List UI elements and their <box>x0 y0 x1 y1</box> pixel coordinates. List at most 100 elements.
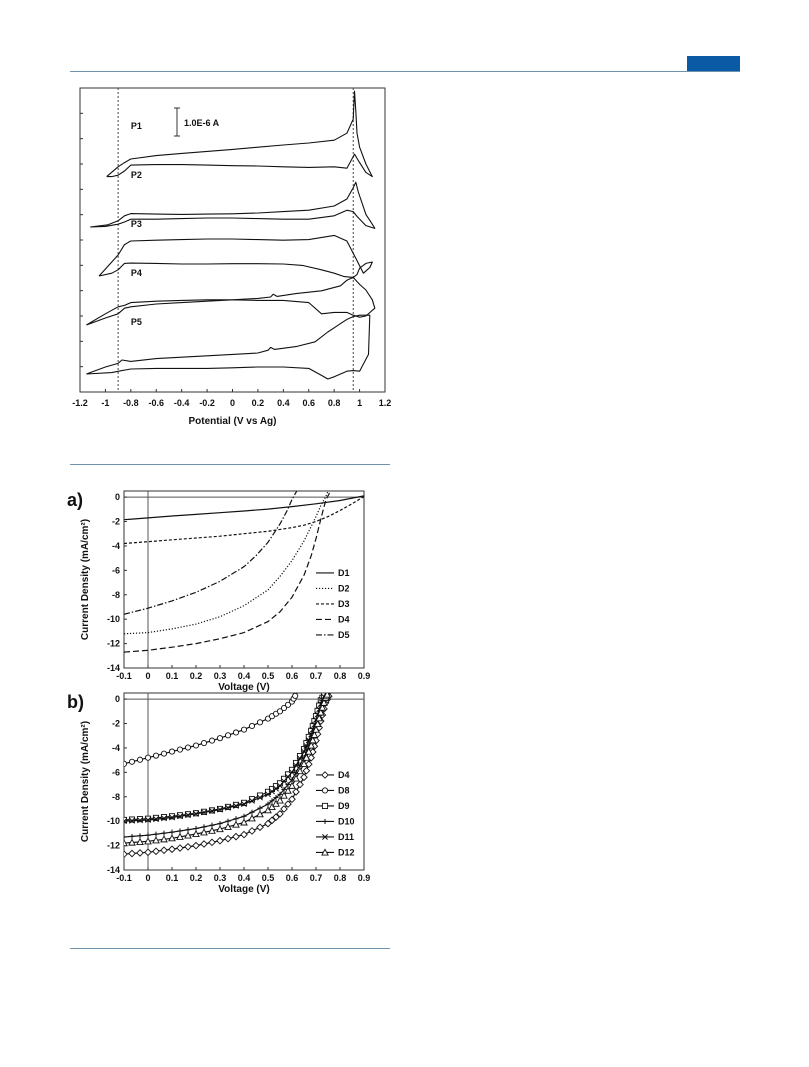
jv-b-series-d10-point <box>265 801 271 807</box>
jv-a-x-axis-label: Voltage (V) <box>218 682 269 693</box>
jv-b-series-d8-point <box>128 758 136 765</box>
jv-b-series-d8-point <box>152 752 160 759</box>
jv-b-series-d11-legend-marker-d2 <box>322 834 328 840</box>
jv-b-series-d12-point <box>320 698 328 706</box>
jv-b-series-d9-legend-marker <box>321 802 329 810</box>
cv-trace-p4 <box>86 276 376 326</box>
jv-a-series-d5-line <box>124 491 298 615</box>
jv-b-series-d10-point <box>273 794 279 801</box>
jv-a-legend-box <box>312 566 362 649</box>
jv-b-series-d11-point-d2 <box>137 817 143 824</box>
cv-trace-p2 <box>90 181 376 229</box>
jv-b-series-d11-point <box>289 769 295 776</box>
jv-b-series-d11-point-d2 <box>193 810 199 817</box>
jv-b-series-d11-point-d2 <box>161 815 167 822</box>
jv-b-series-d11-point <box>185 812 191 819</box>
jv-a-y-tick-label: -8 <box>112 590 120 600</box>
jv-b-series-d4-point <box>208 838 216 847</box>
jv-b-series-d12-point <box>318 703 327 711</box>
jv-b-series-d12-point <box>184 831 192 839</box>
jv-b-x-tick-label: 0.2 <box>190 873 203 883</box>
jv-b-series-d8-point <box>280 705 288 712</box>
jv-b-series-d11-point-d2 <box>124 818 127 822</box>
cv-x-tick-label: 0.6 <box>302 398 315 408</box>
cv-trace-label-p1: P1 <box>131 121 142 131</box>
jv-b-series-d11-point <box>201 809 207 816</box>
jv-b-series-d10-point <box>137 833 143 839</box>
jv-b-series-d12-legend-marker <box>321 848 329 856</box>
jv-b-series-d4-legend-label: D4 <box>338 770 350 780</box>
jv-b-series-d11-point-d2 <box>209 808 215 814</box>
jv-b-series-d11-point <box>265 791 271 798</box>
jv-b-series-d4-point <box>248 827 256 835</box>
jv-b-series-d12-point <box>280 791 288 799</box>
jv-b-series-d12-point <box>292 774 300 782</box>
jv-b-series-d9-point <box>136 816 144 823</box>
jv-b-series-d11-point <box>177 813 183 820</box>
jv-b-series-d12-point <box>310 730 319 738</box>
cv-x-tick-label: -1 <box>101 398 109 408</box>
jv-b-series-d4-point <box>200 840 208 848</box>
jv-b-series-d10-point <box>249 809 255 815</box>
jv-b-series-d4-point <box>256 823 264 832</box>
jv-b-series-d9-legend-label: D9 <box>338 801 350 811</box>
jv-b-series-d4-point <box>168 845 176 854</box>
cv-scale-bar-label: 1.0E-6 A <box>184 118 220 128</box>
jv-b-series-d4-point <box>240 830 248 839</box>
jv-b-series-d12-point <box>308 736 317 744</box>
jv-b-series-d9-point <box>152 814 160 821</box>
jv-b-series-d4-point <box>144 848 152 857</box>
jv-a-x-tick-label: 0.6 <box>286 671 299 681</box>
jv-b-series-d12-point <box>232 820 240 828</box>
jv-b-series-d12-point <box>256 810 264 818</box>
jv-a-y-tick-label: -14 <box>107 663 120 673</box>
jv-b-series-d10-legend-label: D10 <box>338 816 355 826</box>
jv-b-x-axis-label: Voltage (V) <box>218 884 269 895</box>
jv-a-series-d4-line <box>124 491 331 653</box>
jv-b-series-d11-point-d2 <box>225 804 231 811</box>
jv-b-series-d10-point <box>129 833 135 840</box>
jv-b-series-d11-point-d2 <box>293 762 299 769</box>
jv-b-series-d8-point <box>192 742 200 749</box>
cv-x-axis-label: Potential (V vs Ag) <box>189 416 277 427</box>
jv-b-series-d10-legend-marker <box>322 818 328 825</box>
jv-b-series-d10-point <box>269 798 275 804</box>
jv-b-series-d11-point-d2 <box>273 785 279 792</box>
jv-b-y-tick-label: -10 <box>107 816 120 826</box>
jv-b-series-d12-point <box>144 837 152 845</box>
jv-b-series-d12-point <box>307 741 316 749</box>
jv-b-series-d12-point <box>313 719 322 727</box>
jv-b-series-d11-point-d2 <box>145 816 151 823</box>
jv-b-series-d4-point <box>284 800 292 808</box>
jv-b-series-d11-point <box>273 785 279 792</box>
jv-b-series-d4-point <box>264 819 272 828</box>
jv-a-x-tick-label: 0.5 <box>262 671 275 681</box>
jv-a-x-tick-label: -0.1 <box>116 671 132 681</box>
jv-b-series-d11-point-d2 <box>185 812 191 819</box>
jv-b-series-d10-point <box>241 813 247 819</box>
jv-b-series-d8-point <box>232 729 240 736</box>
jv-a-x-tick-label: 0.8 <box>334 671 347 681</box>
jv-b-series-d11-point-d2 <box>217 806 223 813</box>
jv-b-x-tick-label: 0.3 <box>214 873 227 883</box>
jv-b-series-d11-point-d2 <box>265 791 271 798</box>
jv-a-series-d4-legend-label: D4 <box>338 614 350 624</box>
jv-b-x-tick-label: 0 <box>145 873 150 883</box>
jv-b-series-d4-point <box>302 766 311 775</box>
jv-b-series-d4-point <box>176 844 184 852</box>
jv-b-series-d12-point <box>124 839 128 847</box>
jv-b-x-tick-label: 0.8 <box>334 873 347 883</box>
jv-b-series-d10-point <box>281 786 287 793</box>
jv-b-series-d11-point-d2 <box>303 742 310 749</box>
jv-b-series-d11-point <box>249 797 255 804</box>
jv-b-panel-label: b) <box>67 692 84 712</box>
jv-b-series-d8-point <box>208 737 216 744</box>
jv-b-series-d4-point <box>152 847 160 856</box>
jv-b-series-d8-point <box>276 708 284 715</box>
jv-b-y-axis-label: Current Density (mA/cm²) <box>80 721 91 842</box>
jv-b-series-d10-point <box>169 829 175 835</box>
jv-a-y-tick-label: -4 <box>112 541 120 551</box>
cv-trace-p3 <box>98 234 373 278</box>
jv-b-series-d8-point <box>124 760 128 767</box>
